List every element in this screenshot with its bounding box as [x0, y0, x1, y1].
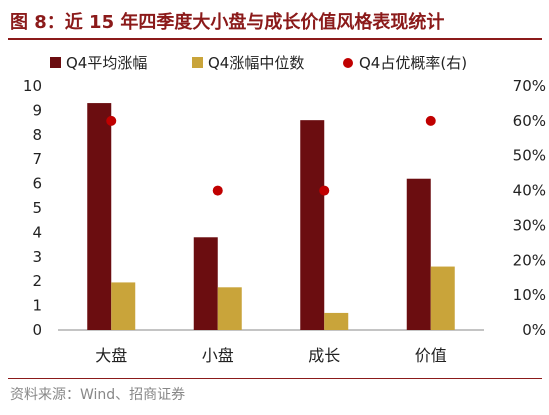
legend-item-prob: Q4占优概率(右): [343, 52, 467, 73]
bars: [87, 103, 455, 330]
right-tick-label: 40%: [513, 182, 546, 200]
right-axis-ticks: 0% 10% 20% 30% 40% 50% 60% 70%: [513, 77, 546, 339]
category-labels: 大盘 小盘 成长 价值: [95, 346, 447, 365]
category-label-1: 小盘: [202, 346, 234, 365]
source-divider: [8, 378, 542, 379]
left-tick-label: 4: [32, 223, 42, 241]
right-tick-label: 50%: [513, 147, 546, 165]
legend-item-avg: Q4平均涨幅: [50, 52, 147, 73]
left-tick-label: 8: [32, 126, 42, 144]
left-tick-label: 10: [23, 77, 42, 95]
legend-swatch-median: [192, 57, 203, 68]
left-tick-label: 1: [32, 297, 42, 315]
dot-prob-3: [425, 115, 436, 126]
bar-avg-3: [406, 178, 431, 330]
left-tick-label: 2: [32, 272, 42, 290]
bar-avg-1: [193, 237, 218, 330]
left-tick-label: 9: [32, 101, 42, 119]
source-note: 资料来源：Wind、招商证券: [10, 387, 186, 403]
left-tick-label: 6: [32, 175, 42, 193]
dot-prob-1: [212, 185, 223, 196]
legend-swatch-avg: [50, 57, 61, 68]
chart-legend: Q4平均涨幅 Q4涨幅中位数 Q4占优概率(右): [0, 52, 549, 76]
bar-median-0: [111, 282, 136, 330]
legend-label-prob: Q4占优概率(右): [359, 54, 468, 72]
bar-avg-2: [300, 120, 325, 330]
category-label-2: 成长: [308, 346, 340, 365]
left-tick-label: 0: [32, 321, 42, 339]
category-label-0: 大盘: [95, 346, 127, 365]
right-tick-label: 70%: [513, 77, 546, 95]
bar-avg-0: [87, 103, 112, 330]
right-tick-label: 60%: [513, 112, 546, 130]
right-tick-label: 0%: [522, 321, 546, 339]
legend-item-median: Q4涨幅中位数: [192, 52, 304, 73]
bar-median-1: [217, 287, 242, 330]
left-tick-label: 5: [32, 199, 42, 217]
category-label-3: 价值: [415, 346, 447, 365]
figure-title: 图 8：近 15 年四季度大小盘与成长价值风格表现统计: [10, 12, 445, 33]
legend-swatch-prob: [343, 57, 353, 68]
bar-median-2: [324, 312, 349, 330]
dot-prob-2: [319, 185, 330, 196]
legend-label-avg: Q4平均涨幅: [66, 54, 148, 72]
legend-label-median: Q4涨幅中位数: [208, 54, 305, 72]
title-divider: [8, 38, 542, 40]
left-tick-label: 3: [32, 248, 42, 266]
left-tick-label: 7: [32, 150, 42, 168]
left-axis-ticks: 0 1 2 3 4 5 6 7 8 9 10: [23, 77, 42, 339]
probability-dots: [106, 115, 436, 196]
right-tick-label: 30%: [513, 216, 546, 234]
right-tick-label: 20%: [513, 251, 546, 269]
right-tick-label: 10%: [513, 286, 546, 304]
bar-median-3: [430, 266, 455, 330]
dot-prob-0: [106, 115, 117, 126]
